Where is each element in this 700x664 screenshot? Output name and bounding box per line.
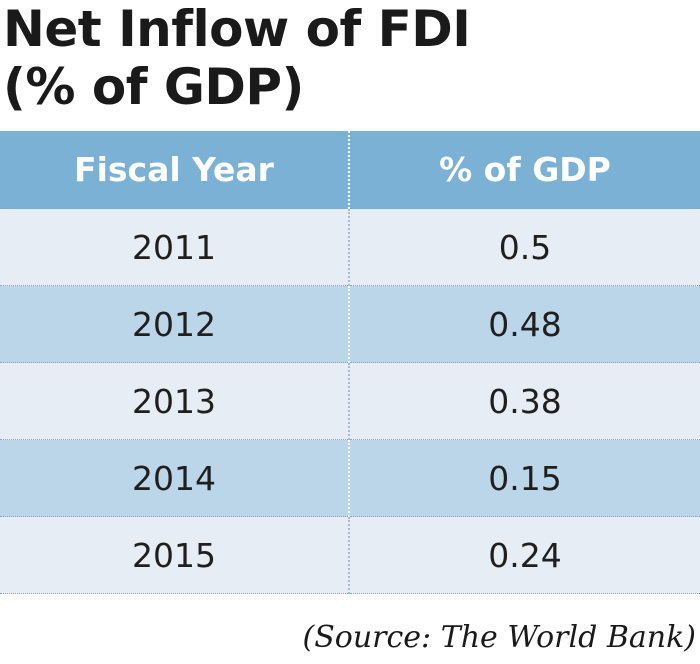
table-row: 2012 0.48 (0, 285, 700, 363)
fdi-table-container: Fiscal Year % of GDP 2011 0.5 2012 0.48 … (0, 131, 700, 594)
fdi-table: Fiscal Year % of GDP 2011 0.5 2012 0.48 … (0, 131, 700, 594)
table-row: 2015 0.24 (0, 516, 700, 594)
cell-fiscal-year: 2015 (0, 516, 350, 594)
column-header-percent-gdp: % of GDP (349, 131, 700, 209)
cell-percent-gdp: 0.38 (349, 362, 700, 440)
table-row: 2011 0.5 (0, 208, 700, 286)
chart-title: Net Inflow of FDI (% of GDP) (3, 0, 693, 116)
cell-fiscal-year: 2011 (0, 208, 350, 286)
source-note: (Source: The World Bank) (302, 620, 696, 655)
table-row: 2014 0.15 (0, 439, 700, 517)
cell-fiscal-year: 2013 (0, 362, 350, 440)
cell-percent-gdp: 0.15 (349, 439, 700, 517)
cell-fiscal-year: 2014 (0, 439, 350, 517)
cell-percent-gdp: 0.48 (349, 285, 700, 363)
cell-percent-gdp: 0.24 (349, 516, 700, 594)
table-header-row: Fiscal Year % of GDP (0, 131, 700, 209)
table-row: 2013 0.38 (0, 362, 700, 440)
chart-title-line-2: (% of GDP) (3, 58, 304, 116)
chart-title-line-1: Net Inflow of FDI (3, 0, 471, 58)
cell-fiscal-year: 2012 (0, 285, 350, 363)
column-header-fiscal-year: Fiscal Year (0, 131, 350, 209)
cell-percent-gdp: 0.5 (349, 208, 700, 286)
